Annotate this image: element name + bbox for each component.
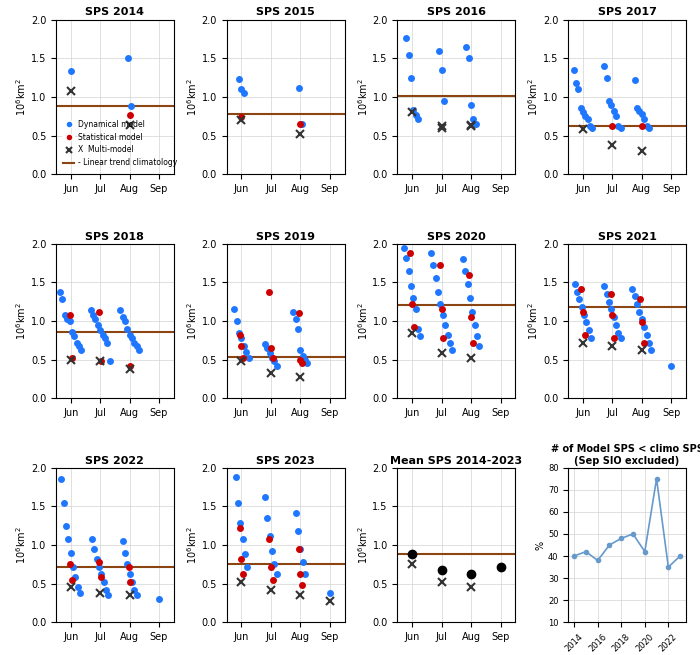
Y-axis label: $10^6$km$^2$: $10^6$km$^2$	[14, 302, 28, 340]
Title: SPS 2017: SPS 2017	[598, 7, 657, 18]
Title: SPS 2021: SPS 2021	[598, 231, 657, 242]
Y-axis label: $10^6$km$^2$: $10^6$km$^2$	[185, 302, 199, 340]
Title: SPS 2018: SPS 2018	[85, 231, 144, 242]
Title: SPS 2022: SPS 2022	[85, 456, 144, 466]
Title: SPS 2019: SPS 2019	[256, 231, 315, 242]
Y-axis label: $10^6$km$^2$: $10^6$km$^2$	[14, 78, 28, 116]
Y-axis label: $10^6$km$^2$: $10^6$km$^2$	[356, 302, 370, 340]
Legend: Dynamical model, Statistical model, X  Multi-model, - Linear trend climatology: Dynamical model, Statistical model, X Mu…	[60, 117, 181, 170]
Title: SPS 2014: SPS 2014	[85, 7, 144, 18]
Title: SPS 2016: SPS 2016	[427, 7, 486, 18]
Y-axis label: $10^6$km$^2$: $10^6$km$^2$	[356, 526, 370, 564]
Y-axis label: $10^6$km$^2$: $10^6$km$^2$	[14, 526, 28, 564]
Title: # of Model SPS < climo SPS
(Sep SIO excluded): # of Model SPS < climo SPS (Sep SIO excl…	[551, 444, 700, 466]
Y-axis label: $10^6$km$^2$: $10^6$km$^2$	[526, 78, 540, 116]
Y-axis label: $10^6$km$^2$: $10^6$km$^2$	[526, 302, 540, 340]
Title: Mean SPS 2014-2023: Mean SPS 2014-2023	[391, 456, 522, 466]
Title: SPS 2015: SPS 2015	[256, 7, 315, 18]
Y-axis label: $10^6$km$^2$: $10^6$km$^2$	[185, 526, 199, 564]
Title: SPS 2023: SPS 2023	[256, 456, 315, 466]
Y-axis label: $10^6$km$^2$: $10^6$km$^2$	[185, 78, 199, 116]
Y-axis label: $10^6$km$^2$: $10^6$km$^2$	[356, 78, 370, 116]
Title: SPS 2020: SPS 2020	[427, 231, 486, 242]
Y-axis label: %: %	[535, 540, 545, 550]
